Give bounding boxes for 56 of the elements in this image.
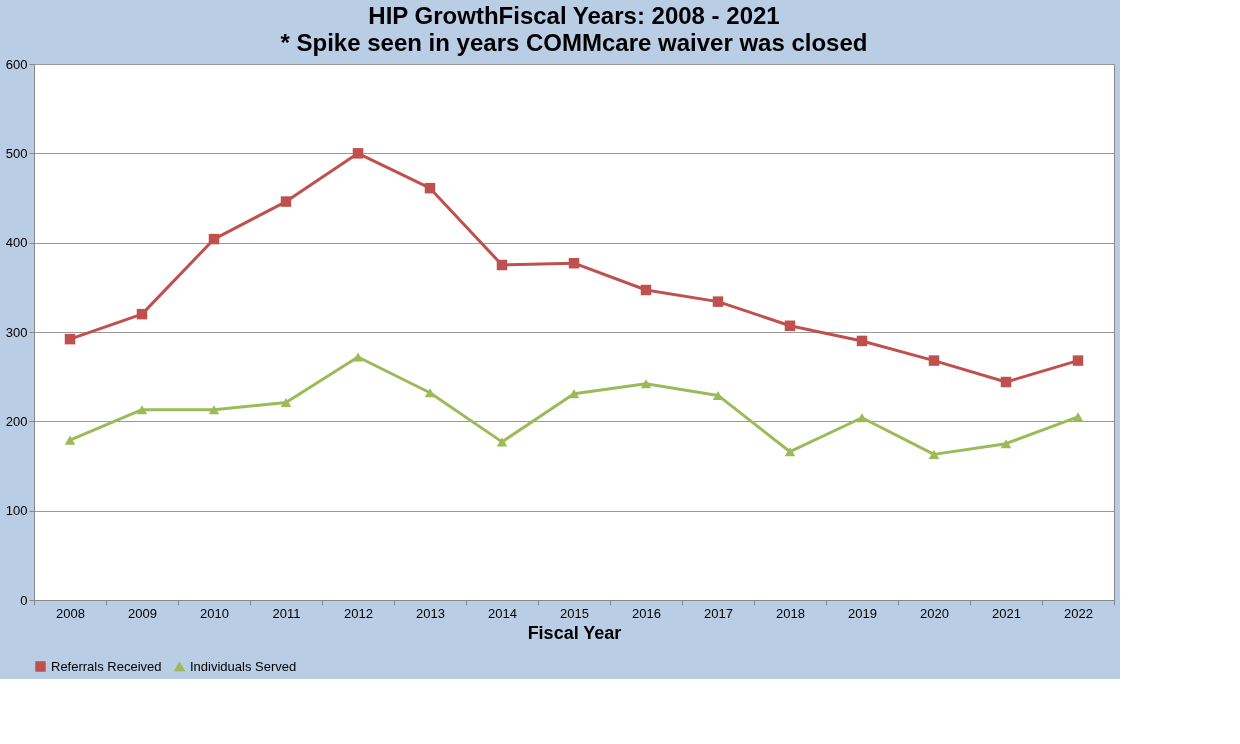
y-tick-label: 200 xyxy=(5,413,28,429)
x-tick-label: 2017 xyxy=(704,605,733,621)
point xyxy=(1000,439,1012,449)
point xyxy=(208,233,220,245)
point xyxy=(1072,412,1084,422)
point xyxy=(856,335,868,347)
point xyxy=(208,405,220,415)
x-tick-label: 2020 xyxy=(920,605,949,621)
x-tick-label: 2009 xyxy=(128,605,157,621)
x-tick-label: 2011 xyxy=(272,605,301,621)
chart-subtitle: * Spike seen in years COMMcare waiver was closed xyxy=(280,29,868,56)
x-tick-label: 2015 xyxy=(560,605,589,621)
point xyxy=(784,447,796,457)
point xyxy=(712,296,724,307)
point xyxy=(352,352,364,362)
legend-label: Individuals Served xyxy=(190,658,297,674)
point xyxy=(928,449,940,459)
point xyxy=(136,308,148,320)
x-tick-label: 2012 xyxy=(344,605,373,621)
point xyxy=(424,388,436,398)
y-tick-label: 600 xyxy=(5,56,28,72)
chart-title: HIP GrowthFiscal Years: 2008 - 2021 xyxy=(368,2,780,29)
y-tick-label: 300 xyxy=(5,324,28,340)
point xyxy=(424,182,436,194)
y-tick-label: 500 xyxy=(5,145,28,161)
point xyxy=(1000,376,1012,388)
point xyxy=(784,320,796,331)
point xyxy=(64,333,76,345)
point xyxy=(136,405,148,415)
x-tick-label: 2013 xyxy=(416,605,445,621)
point xyxy=(568,257,580,269)
y-tick-label: 0 xyxy=(20,592,28,608)
y-tick-label: 100 xyxy=(5,503,28,519)
point xyxy=(280,196,292,207)
x-tick-label: 2014 xyxy=(488,605,517,621)
point xyxy=(352,148,364,159)
x-tick-label: 2018 xyxy=(776,605,805,621)
x-tick-label: 2008 xyxy=(56,605,85,621)
x-tick-label: 2021 xyxy=(992,605,1021,621)
x-axis-title: Fiscal Year xyxy=(527,622,622,643)
x-tick-label: 2019 xyxy=(848,605,877,621)
point xyxy=(1072,355,1084,366)
point xyxy=(496,437,508,447)
point xyxy=(568,389,580,399)
point xyxy=(640,284,652,296)
point xyxy=(928,355,940,366)
legend-label: Referrals Received xyxy=(51,658,162,674)
point xyxy=(856,413,868,423)
x-tick-label: 2022 xyxy=(1064,605,1093,621)
point xyxy=(496,259,508,271)
y-tick-label: 400 xyxy=(5,235,28,251)
point xyxy=(280,398,292,408)
x-tick-label: 2010 xyxy=(200,605,229,621)
point xyxy=(640,379,652,389)
point xyxy=(64,435,76,445)
x-tick-label: 2016 xyxy=(632,605,661,621)
